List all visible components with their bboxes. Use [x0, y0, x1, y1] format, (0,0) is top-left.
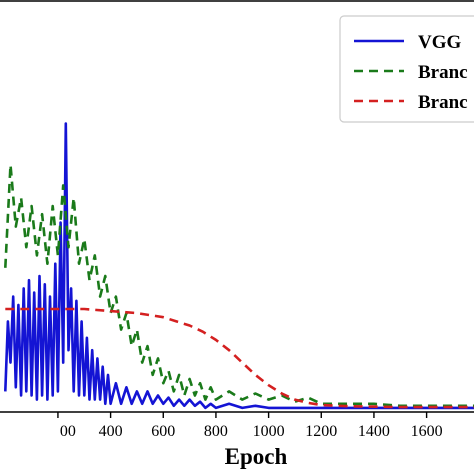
x-axis-label: Epoch: [225, 444, 288, 469]
series-layer: [4, 122, 474, 410]
legend-text-3: Branc: [418, 92, 468, 113]
x-tick-label: 600: [151, 423, 175, 440]
x-ticks: 00 400 600 800 1000 1200 1400 1600: [57, 412, 443, 440]
x-tick-label: 400: [99, 423, 123, 440]
legend-text-2: Branc: [418, 62, 468, 83]
x-tick-label: 00: [60, 423, 76, 440]
x-tick-label: 1200: [305, 423, 337, 440]
x-tick-label: 1400: [358, 423, 390, 440]
x-tick-label: 800: [204, 423, 228, 440]
series-line-2: [4, 163, 474, 408]
legend-box: [339, 15, 474, 123]
x-tick-label: 1600: [411, 423, 443, 440]
series-line-3: [5, 307, 474, 409]
legend-text-1: VGG: [418, 32, 462, 53]
legend: VGG Branc Branc: [339, 15, 474, 123]
series-line-1: [4, 122, 474, 410]
x-tick-label: 1000: [253, 423, 285, 440]
